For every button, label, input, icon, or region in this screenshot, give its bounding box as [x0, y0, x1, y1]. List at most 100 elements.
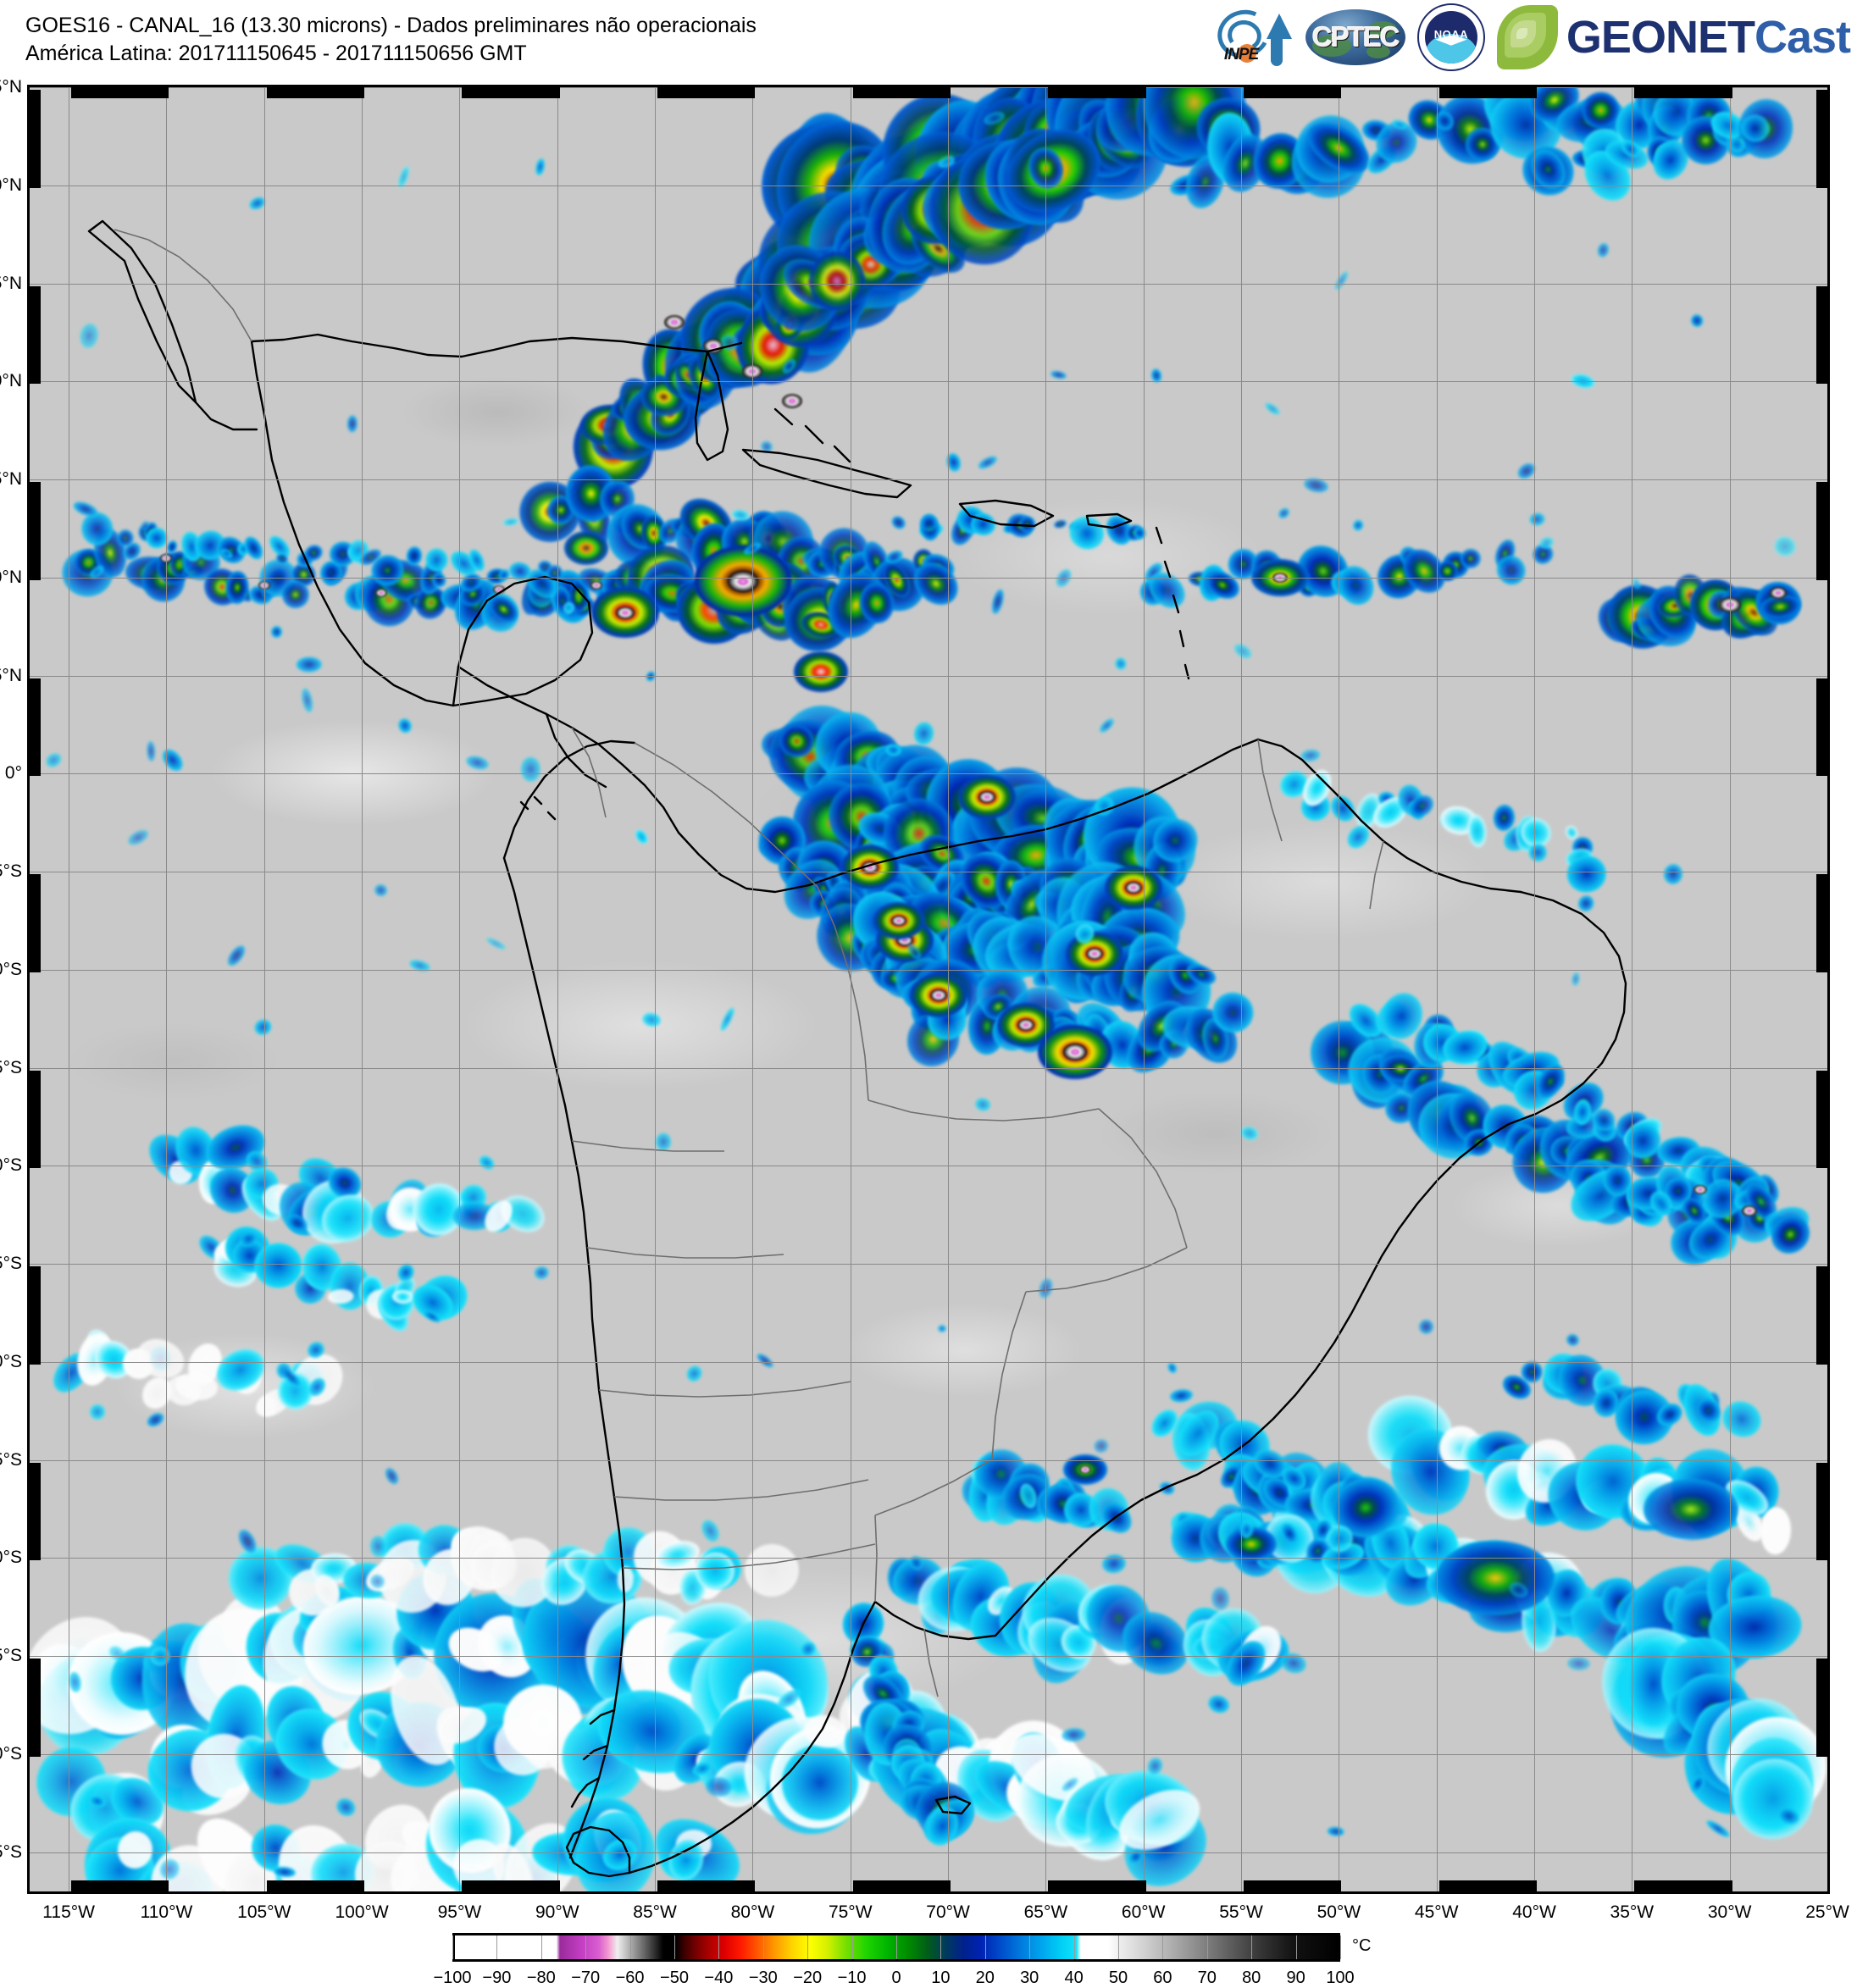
- lon-label-3: 100°W: [335, 1902, 389, 1922]
- gridline-lon-7: [752, 87, 754, 1891]
- gridline-lon-5: [557, 87, 558, 1891]
- convective-core: [781, 394, 802, 408]
- lat-label-16: 45°S: [0, 1646, 22, 1666]
- convective-core: [1078, 1465, 1091, 1475]
- gridline-lon-12: [1241, 87, 1243, 1891]
- frame-tick: [30, 1659, 41, 1757]
- frame-tick: [71, 1880, 169, 1891]
- colorbar-tick-label-16: 60: [1153, 1969, 1172, 1987]
- gridline-lon-4: [459, 87, 461, 1891]
- frame-tick: [71, 87, 169, 98]
- frame-tick: [266, 87, 365, 98]
- gridline-lat-12: [30, 1264, 1827, 1265]
- colorbar-unit-label: °C: [1352, 1936, 1372, 1955]
- satellite-image[interactable]: [30, 87, 1827, 1891]
- gridline-lat-3: [30, 381, 1827, 383]
- gridline-lat-6: [30, 675, 1827, 677]
- frame-tick: [30, 90, 41, 188]
- frame-tick: [266, 1880, 365, 1891]
- lat-label-3: 20°N: [0, 371, 22, 391]
- frame-tick: [1816, 1266, 1827, 1365]
- colorbar-tick: [1295, 1935, 1297, 1959]
- lat-label-11: 20°S: [0, 1155, 22, 1176]
- colorbar-tick-label-14: 40: [1064, 1969, 1084, 1987]
- title-line-1: GOES16 - CANAL_16 (13.30 microns) - Dado…: [25, 14, 757, 37]
- colorbar-tick-label-13: 30: [1020, 1969, 1039, 1987]
- gridline-lon-1: [166, 87, 168, 1891]
- frame-tick: [657, 1880, 756, 1891]
- lon-label-17: 30°W: [1707, 1902, 1752, 1922]
- noaa-logo: NOAA: [1416, 3, 1485, 71]
- gridline-lat-18: [30, 1852, 1827, 1853]
- geonetcast-text-main: GEONET: [1566, 12, 1755, 63]
- frame-tick: [1634, 87, 1732, 98]
- cloud-blob: [1643, 1478, 1738, 1540]
- cptec-landmass-icon: [1366, 45, 1390, 58]
- logo-bar: INPE CPTEC NOAA GEONETCast: [1211, 2, 1851, 73]
- lat-label-5: 10°N: [0, 567, 22, 587]
- colorbar-tick: [896, 1935, 897, 1959]
- frame-tick: [30, 874, 41, 972]
- lat-label-7: 0°: [4, 763, 22, 784]
- colorbar-tick: [674, 1935, 675, 1959]
- gridline-lat-14: [30, 1459, 1827, 1461]
- header: GOES16 - CANAL_16 (13.30 microns) - Dado…: [0, 0, 1857, 85]
- frame-tick: [1816, 90, 1827, 188]
- frame-tick: [657, 87, 756, 98]
- convective-core: [492, 584, 505, 594]
- colorbar-tick-label-6: −40: [704, 1969, 734, 1987]
- graticule: [30, 87, 1827, 1891]
- convective-core: [375, 589, 388, 598]
- lat-label-15: 40°S: [0, 1548, 22, 1568]
- lon-label-15: 40°W: [1512, 1902, 1556, 1922]
- lat-label-10: 15°S: [0, 1057, 22, 1077]
- lon-label-0: 115°W: [42, 1902, 95, 1922]
- convective-core: [929, 988, 947, 1001]
- inpe-dot-icon: [1237, 44, 1256, 63]
- colorbar-tick-label-20: 100: [1326, 1969, 1355, 1987]
- colorbar-tick-label-7: −30: [748, 1969, 778, 1987]
- cptec-logo-text: CPTEC: [1312, 21, 1400, 53]
- gridline-lon-2: [263, 87, 265, 1891]
- geonetcast-logo-text: GEONETCast: [1566, 11, 1851, 64]
- lon-label-11: 60°W: [1121, 1902, 1166, 1922]
- colorbar-tick: [629, 1935, 631, 1959]
- colorbar-tick: [1118, 1935, 1119, 1959]
- frame-tick: [1816, 482, 1827, 580]
- frame-tick: [30, 1462, 41, 1561]
- convective-core: [1693, 1184, 1708, 1194]
- frame-tick: [462, 87, 560, 98]
- colorbar-tick-label-10: 0: [891, 1969, 901, 1987]
- colorbar-tick: [984, 1935, 986, 1959]
- lon-label-16: 35°W: [1610, 1902, 1655, 1922]
- colorbar-tick-label-1: −90: [482, 1969, 512, 1987]
- noaa-logo-text: NOAA: [1433, 27, 1469, 41]
- cptec-logo: CPTEC: [1305, 6, 1405, 69]
- frame-tick: [1244, 87, 1342, 98]
- inpe-arrow-stem-icon: [1270, 37, 1283, 66]
- colorbar-tick-label-2: −80: [526, 1969, 556, 1987]
- frame-tick: [1816, 285, 1827, 385]
- colorbar-tick-label-3: −70: [571, 1969, 601, 1987]
- inpe-logo: INPE: [1211, 3, 1294, 71]
- lat-label-13: 30°S: [0, 1351, 22, 1371]
- colorbar-tick-label-12: 20: [975, 1969, 995, 1987]
- frame-tick: [852, 1880, 951, 1891]
- title-line-2: América Latina: 201711150645 - 201711150…: [25, 42, 527, 65]
- lat-label-8: 5°S: [0, 861, 22, 882]
- gridline-lat-13: [30, 1361, 1827, 1363]
- lon-label-8: 75°W: [828, 1902, 873, 1922]
- coastline-layer: [87, 219, 1627, 1878]
- gridline-lon-9: [948, 87, 950, 1891]
- gridline-lat-16: [30, 1656, 1827, 1658]
- geonetcast-text-sub: Cast: [1754, 12, 1851, 63]
- inpe-logo-text: INPE: [1223, 46, 1259, 64]
- convective-core: [664, 315, 685, 330]
- lat-label-0: 35°N: [0, 77, 22, 97]
- convective-core: [1741, 1205, 1757, 1216]
- title-block: GOES16 - CANAL_16 (13.30 microns) - Dado…: [25, 12, 757, 68]
- colorbar-tick: [762, 1935, 764, 1959]
- noaa-seal-icon: NOAA: [1424, 11, 1477, 64]
- colorbar: °C −100 −90 −80 −70 −60 −50 −40 −30 −20 −10 0 10 20 3…: [433, 1933, 1371, 1987]
- frame-tick: [30, 285, 41, 385]
